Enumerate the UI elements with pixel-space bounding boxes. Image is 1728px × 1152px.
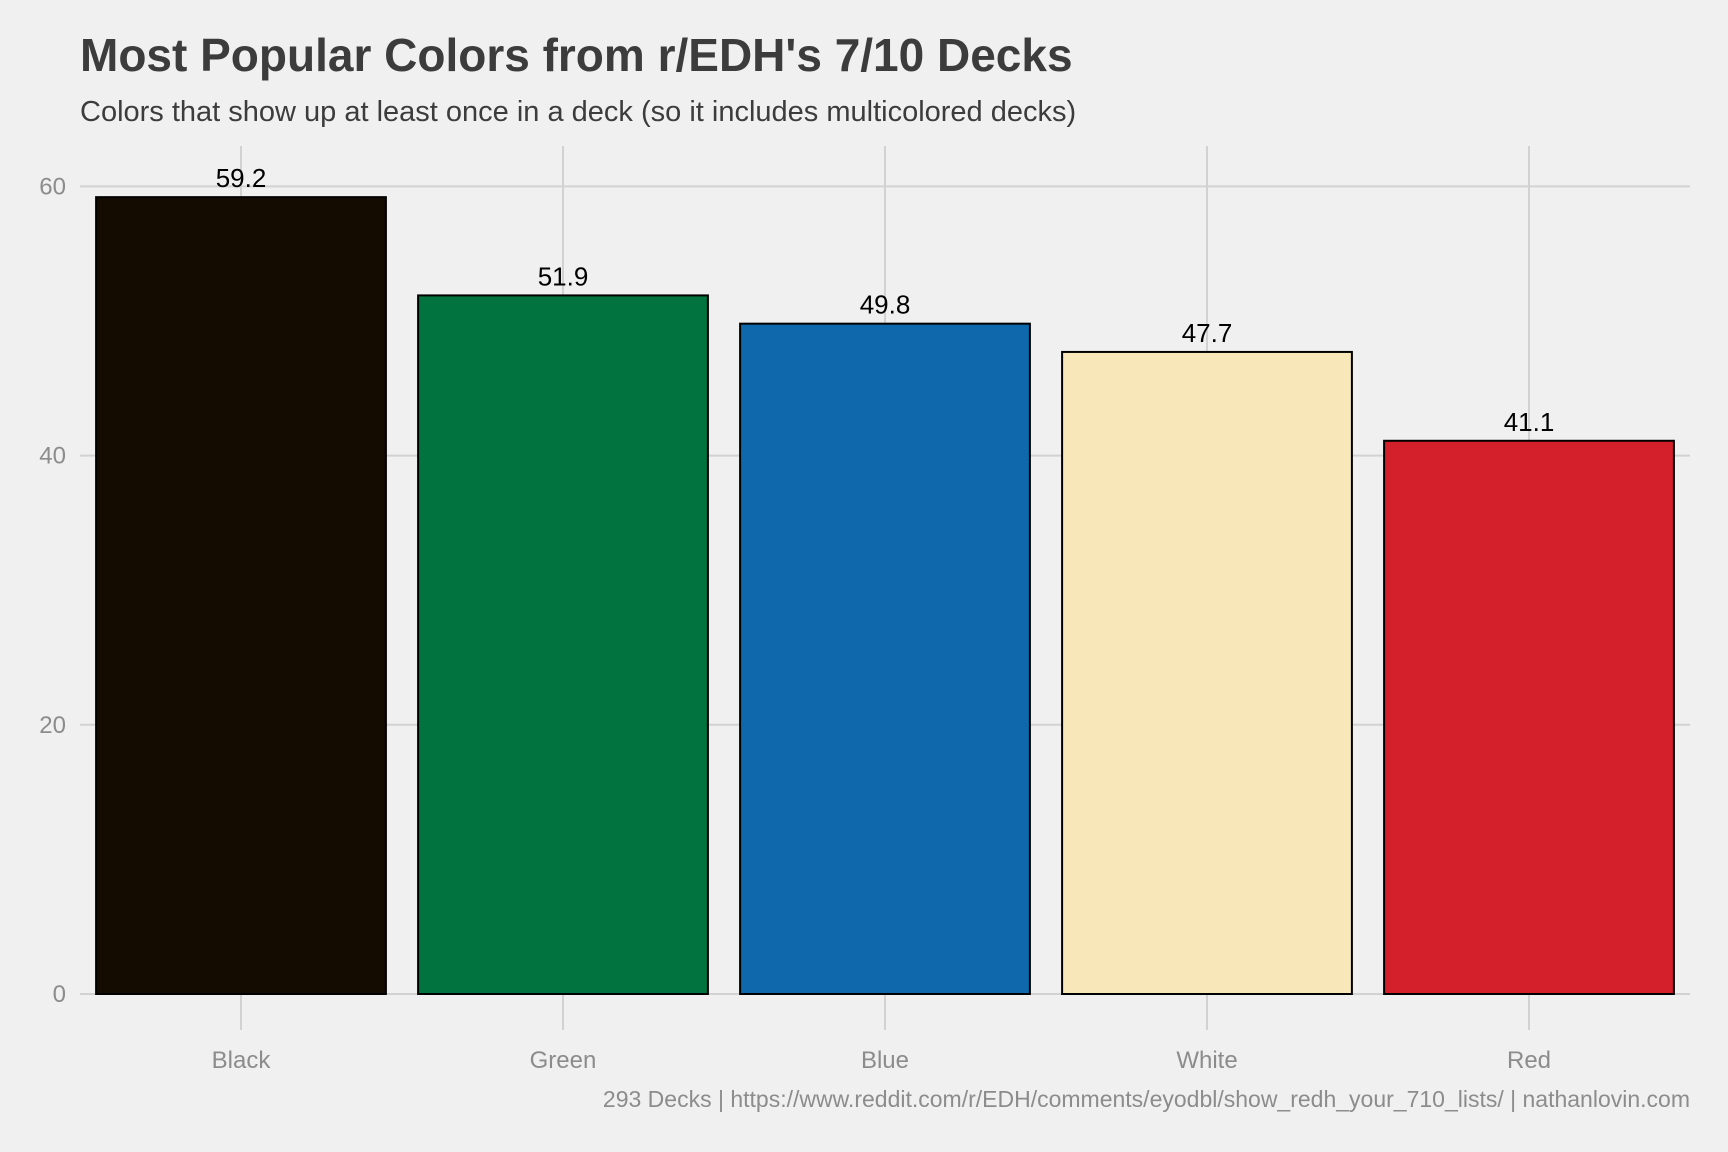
y-tick-label: 60 [39, 173, 66, 200]
x-tick-label-green: Green [530, 1047, 597, 1074]
data-label-green: 51.9 [538, 261, 589, 291]
x-axis-ticks: Black Green Blue White Red [212, 1047, 1551, 1074]
page-subtitle: Colors that show up at least once in a d… [80, 96, 1077, 128]
x-tick-label-white: White [1176, 1047, 1237, 1074]
data-label-black: 59.2 [216, 163, 267, 193]
data-label-white: 47.7 [1182, 318, 1233, 348]
x-tick-label-black: Black [212, 1047, 272, 1074]
bar-blue [739, 322, 1031, 995]
page-title: Most Popular Colors from r/EDH's 7/10 De… [80, 29, 1073, 81]
y-tick-label: 0 [53, 981, 66, 1008]
bar-red [1383, 439, 1675, 995]
y-axis-ticks: 0 20 40 60 [39, 173, 66, 1008]
bar-white [1061, 350, 1353, 995]
bars [95, 196, 1675, 995]
bar-black [95, 196, 387, 995]
x-tick-label-red: Red [1507, 1047, 1551, 1074]
y-tick-label: 40 [39, 443, 66, 470]
data-labels: 59.2 51.9 49.8 47.7 41.1 [216, 163, 1555, 437]
y-tick-label: 20 [39, 712, 66, 739]
data-label-red: 41.1 [1504, 407, 1555, 437]
chart-caption: 293 Decks | https://www.reddit.com/r/EDH… [602, 1086, 1690, 1112]
data-label-blue: 49.8 [860, 290, 911, 320]
x-tick-label-blue: Blue [861, 1047, 909, 1074]
bar-green [417, 294, 709, 995]
